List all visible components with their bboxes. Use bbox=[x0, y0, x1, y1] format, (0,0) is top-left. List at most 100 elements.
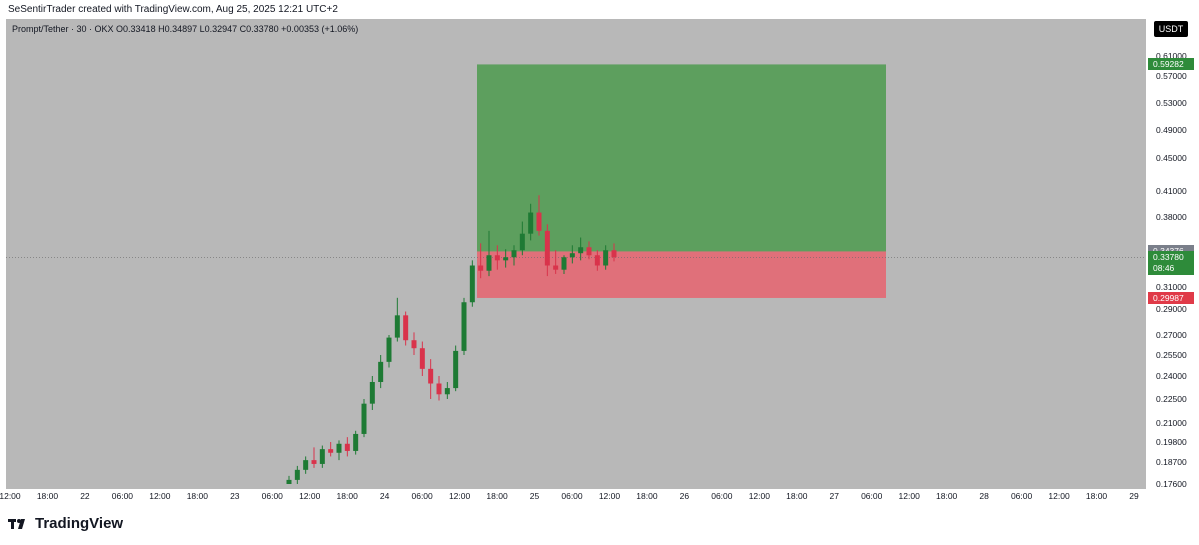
candle-body bbox=[394, 315, 400, 338]
price-tick-label: 0.38000 bbox=[1156, 212, 1187, 222]
time-tick-label: 06:00 bbox=[261, 491, 283, 501]
candle-body bbox=[303, 460, 309, 470]
time-tick-label: 06:00 bbox=[861, 491, 883, 501]
time-tick-label: 12:00 bbox=[448, 491, 471, 501]
candle-body bbox=[403, 315, 409, 341]
candle-body bbox=[344, 443, 350, 451]
time-tick-label: 18:00 bbox=[936, 491, 958, 501]
stop-price-tag: 0.29987 bbox=[1148, 291, 1194, 304]
time-tick-label: 26 bbox=[679, 491, 690, 501]
candle-body bbox=[536, 212, 542, 231]
candle-body bbox=[578, 247, 584, 254]
time-tick-label: 12:00 bbox=[898, 491, 920, 501]
bar-countdown: 08:46 bbox=[1153, 263, 1175, 274]
candle-body bbox=[294, 469, 300, 480]
candle-body bbox=[386, 337, 392, 362]
candle-body bbox=[478, 265, 484, 271]
candle-body bbox=[328, 449, 334, 453]
time-tick-label: 12:00 bbox=[299, 491, 321, 501]
time-tick-label: 25 bbox=[529, 491, 540, 501]
candle-body bbox=[319, 449, 325, 464]
time-tick-label: 18:00 bbox=[486, 491, 508, 501]
candle-body bbox=[594, 255, 600, 266]
time-tick-label: 06:00 bbox=[411, 491, 433, 501]
attribution-text: SeSentirTrader created with TradingView.… bbox=[8, 4, 338, 15]
time-tick-label: 29 bbox=[1129, 491, 1139, 501]
candle-body bbox=[428, 368, 434, 384]
candle-body bbox=[544, 230, 550, 266]
candle-body bbox=[353, 433, 359, 451]
time-tick-label: 23 bbox=[230, 491, 240, 501]
candle-body bbox=[486, 255, 492, 271]
candle-body bbox=[469, 265, 475, 303]
price-tick-label: 0.25500 bbox=[1156, 350, 1187, 360]
current-price-tag: 0.33780 08:46 bbox=[1148, 251, 1194, 276]
candle-body bbox=[369, 381, 375, 404]
candle-body bbox=[378, 361, 384, 382]
time-tick-label: 12:00 bbox=[1048, 491, 1070, 501]
time-tick-label: 12:00 bbox=[598, 491, 621, 501]
price-tick-label: 0.57000 bbox=[1156, 71, 1187, 81]
candle-body bbox=[311, 460, 317, 464]
time-tick-label: 12:00 bbox=[748, 491, 770, 501]
candle-body bbox=[461, 302, 467, 351]
time-tick-label: 18:00 bbox=[1085, 491, 1108, 501]
price-tick-label: 0.27000 bbox=[1156, 330, 1187, 340]
price-tick-label: 0.17600 bbox=[1156, 479, 1187, 489]
profit-zone bbox=[477, 64, 886, 252]
candle-body bbox=[511, 250, 517, 258]
price-tick-label: 0.45000 bbox=[1156, 153, 1187, 163]
tradingview-logo-icon bbox=[8, 518, 25, 529]
price-axis[interactable]: 0.61000 0.57000 0.53000 0.49000 0.45000 0.410… bbox=[1146, 19, 1199, 489]
time-tick-label: 06:00 bbox=[111, 491, 134, 501]
price-tick-label: 0.21000 bbox=[1156, 418, 1187, 428]
candle-body bbox=[561, 257, 567, 270]
price-tick-label: 0.61000 bbox=[1156, 51, 1187, 61]
time-tick-label: 12:00 bbox=[0, 491, 21, 501]
price-tick-label: 0.41000 bbox=[1156, 186, 1187, 196]
time-tick-label: 18:00 bbox=[336, 491, 358, 501]
candle-body bbox=[503, 257, 509, 261]
time-tick-label: 06:00 bbox=[711, 491, 733, 501]
candle-body bbox=[411, 340, 417, 349]
time-tick-label: 06:00 bbox=[1010, 491, 1033, 501]
candle-body bbox=[436, 383, 442, 395]
candle-body bbox=[361, 403, 367, 434]
time-tick-label: 18:00 bbox=[636, 491, 658, 501]
price-tick-label: 0.49000 bbox=[1156, 125, 1187, 135]
candle-body bbox=[286, 479, 292, 484]
time-tick-label: 06:00 bbox=[561, 491, 583, 501]
price-tick-label: 0.18700 bbox=[1156, 457, 1187, 467]
time-tick-label: 18:00 bbox=[36, 491, 59, 501]
time-tick-label: 22 bbox=[80, 491, 90, 501]
candle-body bbox=[494, 255, 500, 261]
price-tick-label: 0.31000 bbox=[1156, 282, 1187, 292]
candle-body bbox=[453, 350, 459, 389]
time-axis[interactable]: 12:00 18:00 22 06:00 12:00 18:00 23 06:00 12:00 1… bbox=[0, 489, 1146, 505]
candle-body bbox=[519, 233, 525, 251]
price-tick-label: 0.19800 bbox=[1156, 437, 1187, 447]
price-tick-label: 0.22500 bbox=[1156, 394, 1187, 404]
candle-body bbox=[419, 348, 425, 369]
time-tick-label: 28 bbox=[979, 491, 989, 501]
symbol-info: Prompt/Tether · 30 · OKX O0.33418 H0.348… bbox=[12, 24, 359, 34]
brand-name: TradingView bbox=[35, 515, 124, 532]
currency-unit-button[interactable]: USDT bbox=[1154, 21, 1188, 37]
candle-body bbox=[569, 253, 575, 258]
candle-body bbox=[553, 265, 559, 270]
time-tick-label: 18:00 bbox=[786, 491, 808, 501]
time-tick-label: 24 bbox=[379, 491, 390, 501]
time-tick-label: 27 bbox=[829, 491, 839, 501]
price-tick-label: 0.24000 bbox=[1156, 371, 1187, 381]
candle-body bbox=[611, 250, 617, 258]
candlestick-plot[interactable] bbox=[6, 19, 1146, 489]
candle-body bbox=[603, 250, 609, 266]
candle-body bbox=[444, 388, 450, 395]
footer-brand: TradingView bbox=[8, 515, 123, 532]
loss-zone bbox=[477, 251, 886, 298]
price-tick-label: 0.29000 bbox=[1156, 304, 1187, 314]
candle-body bbox=[586, 247, 592, 256]
candle-body bbox=[336, 443, 342, 453]
price-tick-label: 0.53000 bbox=[1156, 98, 1187, 108]
target-price-tag: 0.59282 bbox=[1148, 58, 1194, 71]
